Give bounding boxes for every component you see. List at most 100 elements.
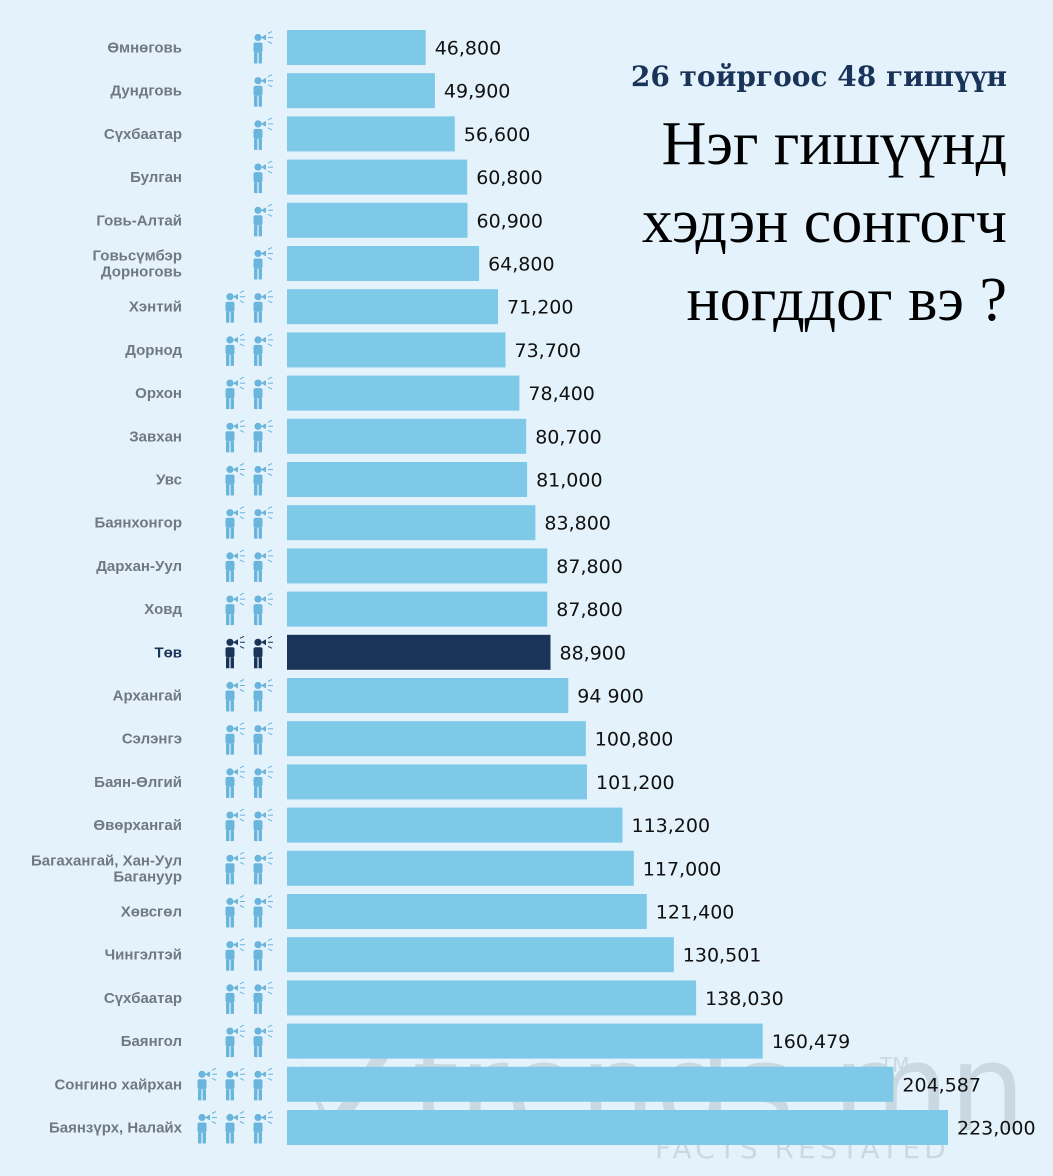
- icon-head: [226, 725, 234, 733]
- category-label: Хөвсгөл: [121, 904, 182, 921]
- person-with-megaphone-icon: [253, 549, 273, 582]
- icon-megaphone: [233, 898, 238, 905]
- category-label: Сонгино хайрхан: [54, 1076, 182, 1093]
- bar: [287, 30, 426, 65]
- category-label-line: Завхан: [129, 428, 182, 445]
- icon-head: [254, 336, 262, 344]
- icon-leg-right: [230, 743, 234, 755]
- bar-row: 56,600 Сүхбаатар: [104, 116, 530, 152]
- icon-torso: [253, 517, 263, 528]
- icon-head: [254, 379, 262, 387]
- icon-torso: [253, 1079, 263, 1090]
- chart-subtitle: 26 тойргоос 48 гишүүн: [630, 60, 1007, 93]
- icon-sound-lines: [267, 938, 273, 952]
- value-label: 100,800: [595, 729, 674, 751]
- bar-row: 100,800 Сэлэнгэ: [122, 721, 674, 757]
- icon-torso: [225, 733, 235, 744]
- category-label-line: Сүхбаатар: [104, 990, 182, 1007]
- icon-torso: [197, 1079, 207, 1090]
- icon-leg-left: [254, 95, 258, 107]
- value-label: 204,587: [902, 1074, 981, 1096]
- category-label-line: Баян-Өлгий: [94, 774, 182, 791]
- person-with-megaphone-icon: [253, 290, 273, 323]
- icon-sound-lines: [239, 1024, 245, 1038]
- bar-row: 87,800 Дархан-Уул: [96, 548, 623, 584]
- icon-leg-left: [226, 700, 230, 712]
- icon-sound-lines: [267, 419, 273, 433]
- icon-sound-lines: [239, 981, 245, 995]
- icon-head: [198, 1113, 206, 1122]
- icon-leg-left: [226, 1132, 230, 1144]
- bar: [287, 937, 674, 973]
- icon-sound-lines: [267, 463, 273, 476]
- icon-sound-lines: [267, 376, 273, 390]
- icon-leg-left: [254, 743, 258, 755]
- category-label-line: Баянхонгор: [94, 515, 182, 532]
- value-label: 88,900: [560, 642, 626, 664]
- icon-sound-lines: [267, 981, 273, 995]
- icon-torso: [253, 604, 263, 615]
- icon-head: [254, 552, 262, 560]
- category-label: Булган: [130, 169, 182, 186]
- icon-megaphone: [261, 725, 266, 732]
- icon-head: [254, 941, 262, 949]
- category-label-line: Чингэлтэй: [105, 947, 182, 964]
- icon-megaphone: [233, 941, 238, 948]
- icon-torso: [225, 949, 235, 960]
- bar: [287, 678, 569, 713]
- icon-megaphone: [261, 1071, 266, 1078]
- value-label: 60,800: [476, 167, 542, 189]
- bar: [287, 980, 697, 1016]
- icon-sound-lines: [239, 851, 245, 865]
- icon-sound-lines: [239, 679, 245, 692]
- icon-megaphone: [233, 509, 238, 516]
- person-with-megaphone-icon: [253, 160, 273, 194]
- person-with-megaphone-icon: [253, 981, 273, 1014]
- person-with-megaphone-icon: [253, 808, 273, 842]
- category-label: Увс: [156, 472, 182, 489]
- icon-leg-right: [258, 657, 262, 669]
- icon-torso: [225, 1036, 235, 1047]
- icon-megaphone: [205, 1071, 210, 1078]
- category-label-line: Дархан-Уул: [96, 558, 182, 575]
- bar: [287, 418, 527, 454]
- category-label-line: Баганууp: [113, 868, 182, 885]
- icon-leg-right: [258, 311, 262, 323]
- icon-torso: [225, 474, 235, 485]
- icon-torso: [253, 431, 263, 442]
- icon-leg-right: [258, 743, 262, 755]
- icon-leg-left: [226, 484, 230, 496]
- person-with-megaphone-icon: [225, 679, 245, 712]
- icon-head: [254, 984, 262, 992]
- icon-leg-left: [198, 1089, 202, 1101]
- bar: [287, 462, 528, 497]
- icon-head: [254, 249, 262, 258]
- category-label-line: Дорноговь: [101, 264, 182, 281]
- bar: [287, 1110, 948, 1145]
- bar-row: 83,800 Баянхонгор: [94, 505, 611, 541]
- icon-leg-left: [254, 614, 258, 626]
- icon-megaphone: [261, 552, 266, 559]
- value-label: 113,200: [632, 815, 711, 837]
- category-label-line: Өмнөговь: [107, 40, 182, 57]
- icon-leg-left: [226, 1046, 230, 1058]
- icon-sound-lines: [267, 765, 273, 779]
- icon-megaphone: [233, 639, 238, 646]
- category-label: Завхан: [129, 428, 182, 445]
- icon-leg-right: [230, 1046, 234, 1058]
- icon-head: [254, 422, 262, 430]
- category-label-line: Говь-Алтай: [96, 212, 182, 229]
- icon-head: [226, 681, 234, 690]
- icon-leg-right: [230, 311, 234, 323]
- icon-leg-right: [230, 873, 234, 885]
- category-label-line: Увс: [156, 472, 182, 489]
- person-with-megaphone-icon: [253, 74, 273, 107]
- icon-torso: [225, 517, 235, 528]
- icon-leg-right: [258, 959, 262, 971]
- icon-megaphone: [261, 423, 266, 430]
- person-with-megaphone-icon: [225, 765, 245, 798]
- icon-head: [254, 206, 262, 214]
- category-label: Баян-Өлгий: [94, 774, 182, 791]
- icon-megaphone: [261, 120, 266, 127]
